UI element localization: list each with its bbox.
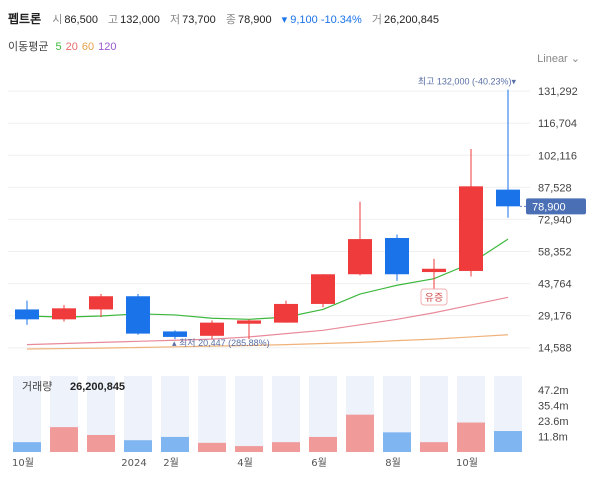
y-tick-label: 131,292 [538,86,578,98]
y-tick-label: 29,176 [538,311,572,323]
candle-body [237,320,261,324]
candle-body [459,186,483,271]
candle-body [52,308,76,320]
x-tick-label: 8월 [385,457,401,469]
candle-body [422,268,446,273]
ma-legend-title: 이동평균 [8,41,49,53]
high-value: 132,000 [120,14,160,26]
x-tick-label: 2월 [163,457,179,469]
candle-body [385,237,409,275]
candle-body [163,331,187,337]
ma5-line [26,238,509,320]
volume-bar [457,422,485,452]
volume-bar [309,436,337,452]
x-tick-label: 4월 [237,457,253,469]
volume-bg-column [13,376,41,452]
ma120-legend[interactable]: 120 [98,41,117,53]
ma60-line [26,334,509,350]
y-tick-label: 14,588 [538,343,572,355]
candle-body [496,189,520,207]
low-value: 73,700 [182,14,216,26]
candle-body [89,296,113,310]
volume-tick-label: 11.8m [538,432,568,444]
volume-tick-label: 47.2m [538,385,569,397]
stock-name: 펩트론 [8,12,42,26]
open-value: 86,500 [64,14,98,26]
volume-bar [235,446,263,452]
y-tick-label: 102,116 [538,150,577,162]
y-tick-label: 58,352 [538,247,572,259]
change-value: ▾ 9,100 -10.34% [281,14,362,26]
x-tick-label: 2024 [121,458,146,469]
volume-bg-column [272,376,300,452]
volume-bg-column [235,376,263,452]
stock-header: 펩트론 시 86,500 고 132,000 저 73,700 종 78,900 ▾ 9… [8,10,446,27]
candle-body [274,303,298,323]
event-tag: 유증 [425,292,443,304]
x-tick-label: 10월 [456,457,478,469]
current-price-tag [526,198,586,215]
ma60-legend[interactable]: 60 [81,41,95,53]
y-tick-label: 43,764 [538,279,572,291]
scale-toggle-button[interactable]: Linear ⌄ [537,53,580,65]
volume-bar [161,436,189,452]
low-marker: ▴ 최저 20,447 (285.88%) [172,338,270,348]
moving-average-legend: 이동평균 5 20 60 120 [8,38,121,54]
open-label: 시 [52,14,63,26]
close-value: 78,900 [237,14,272,26]
y-tick-label: 87,528 [538,182,572,194]
volume-bg-column [420,376,448,452]
volume-bar [13,442,41,452]
volume-bg-column [124,376,152,452]
volume-bar [87,434,115,452]
volume-tick-label: 35.4m [538,401,569,413]
volume-bar [50,427,78,452]
ma20-line [26,296,509,346]
y-tick-label: 116,704 [538,118,577,130]
volume-bar [272,442,300,452]
candle-body [126,296,150,334]
volume-label: 거 [371,14,382,26]
y-tick-label: 72,940 [538,214,572,226]
event-tag-box [420,288,448,306]
volume-pane-value: 26,200,845 [70,381,125,393]
ma20-legend[interactable]: 20 [65,41,78,53]
candle-body [15,309,39,320]
volume-bar [124,440,152,452]
candle-body [200,322,224,336]
volume-bar [420,442,448,452]
ma5-legend[interactable]: 5 [55,41,62,53]
close-label: 종 [225,14,236,26]
current-price-label: 78,900 [532,201,566,213]
x-tick-label: 6월 [311,457,327,469]
high-label: 고 [108,14,119,26]
volume-pane-label: 거래량 [22,380,52,393]
x-tick-label: 10월 [12,457,34,469]
candle-body [348,239,372,275]
candle-body [311,274,335,304]
low-label: 저 [169,14,181,26]
volume-bar [346,414,374,452]
volume-tick-label: 23.6m [538,416,569,428]
volume-bar [198,442,226,452]
volume-bar [494,431,522,452]
volume-bg-column [198,376,226,452]
high-marker: 최고 132,000 (-40.23%)▾ [418,77,517,87]
volume-bar [383,432,411,452]
volume-value: 26,200,845 [384,14,440,26]
